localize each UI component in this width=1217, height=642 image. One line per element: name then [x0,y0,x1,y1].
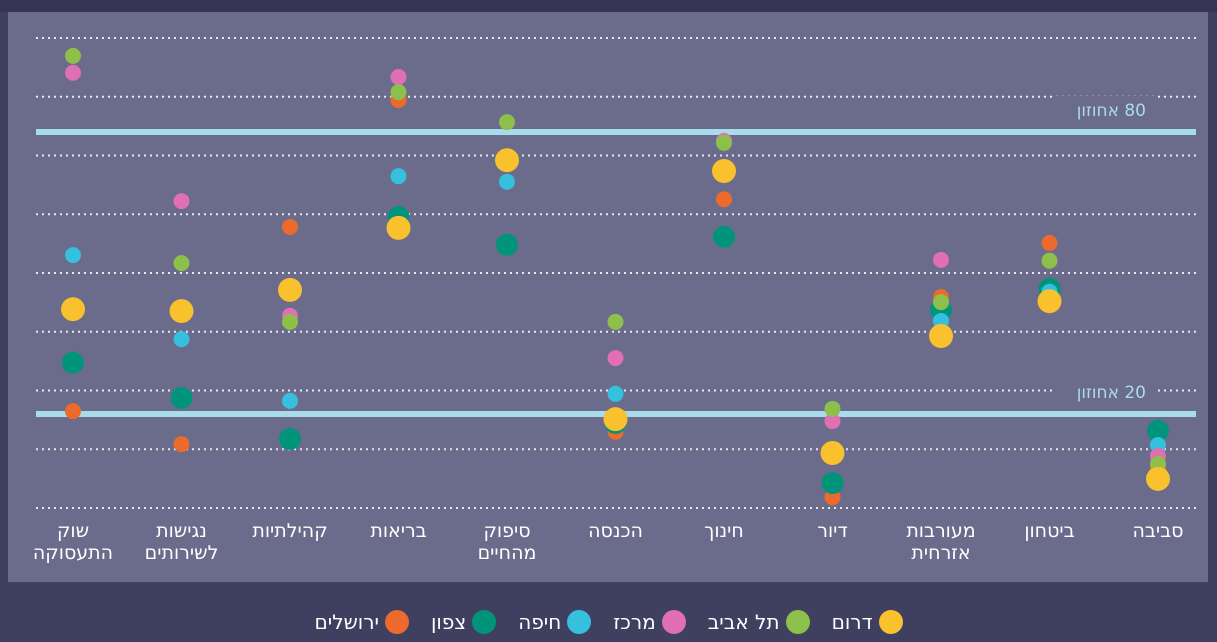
category-label: קהילתיות [252,520,328,542]
dot [65,64,81,81]
dot [929,323,953,348]
dot [1041,234,1058,251]
legend-label: ירושלים [314,610,379,634]
category-label: נגישות לשירותים [144,520,219,564]
reference-label: 20 אחוזון [1077,383,1146,403]
dot [282,392,298,409]
category-label: חינוך [704,520,744,542]
legend-swatch [472,610,497,634]
dot [499,173,515,190]
legend-item: ירושלים [314,610,409,634]
category-label: סיפוק מהחיים [477,520,537,564]
dot [390,168,407,185]
dot [496,233,518,256]
dot [390,84,407,101]
dot [169,299,194,324]
dot [282,218,298,235]
dot [173,193,190,210]
dot [65,47,81,64]
legend-swatch [661,610,686,634]
top-bar [0,0,1217,12]
legend-label: מרכז [613,610,656,634]
legend-item: צפון [430,610,497,634]
dot [1146,466,1170,491]
dot [820,441,845,466]
category-label: שוק התעסוקה [32,520,114,564]
legend-label: דרום [831,610,873,634]
legend-item: תל אביב [708,610,810,634]
dot [933,251,949,268]
legend-item: חיפה [518,610,592,634]
dot [61,297,85,322]
dot [279,427,301,450]
dot [173,255,190,272]
dot [712,159,736,184]
dot [62,351,84,374]
dot [65,403,81,420]
dot [607,350,624,367]
dot [933,294,949,311]
legend-swatch [567,610,592,634]
category-label: דיור [817,520,848,542]
dot [173,436,190,453]
legend-item: מרכז [613,610,686,634]
dot [278,277,302,302]
legend-item: דרום [832,610,903,634]
dot [282,313,298,330]
category-label: ביטחון [1024,520,1075,542]
category-label: סביבה [1132,520,1184,542]
dot [716,134,732,151]
category-label: בריאות [370,520,427,542]
dot [1147,419,1169,442]
dot [607,385,624,402]
legend-label: צפון [430,610,467,634]
legend-label: חיפה [518,610,562,634]
dot [607,313,624,330]
reference-label-bg [1055,96,1155,122]
dot [603,407,628,432]
legend-label: תל אביב [707,610,780,634]
dot [386,215,411,240]
dot [173,331,190,348]
dot [495,148,519,173]
dot [821,472,844,495]
dot [716,191,732,208]
dot [824,400,841,417]
dot [824,413,841,430]
reference-label-bg [1055,378,1155,404]
legend-swatch [785,610,810,634]
dot [499,114,515,131]
dot [1041,252,1058,269]
plot-panel [8,12,1208,582]
legend: דרום תל אביב מרכז חיפה צפון ירושלים [0,610,1217,634]
category-label: הכנסה [588,520,643,542]
dot [390,69,407,86]
legend-swatch [878,610,903,634]
dot [1037,289,1062,314]
dot [65,247,81,264]
dot [713,225,735,248]
dot [170,387,193,410]
legend-swatch [384,610,409,634]
reference-label: 80 אחוזון [1077,101,1146,121]
category-label: מעורבות אזרחית [906,520,976,564]
